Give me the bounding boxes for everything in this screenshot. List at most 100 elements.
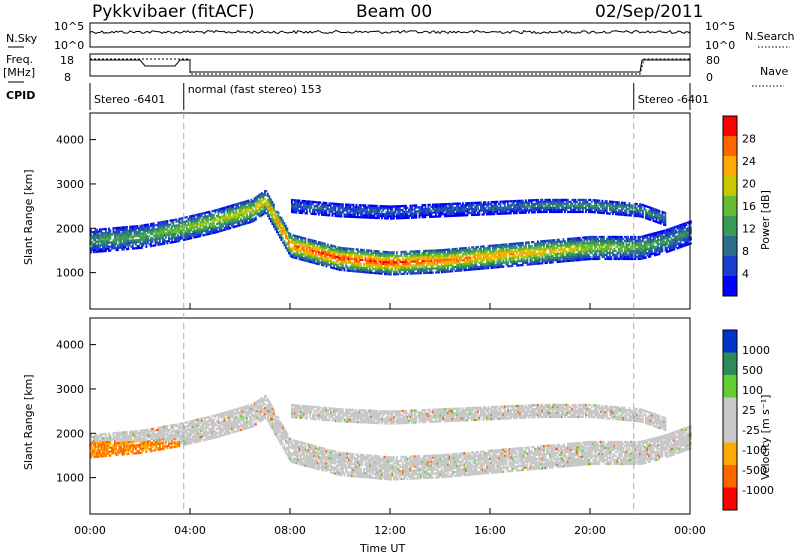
power-cell bbox=[617, 246, 619, 248]
power-cell bbox=[179, 240, 181, 242]
power-cell bbox=[534, 211, 536, 213]
power-cell bbox=[461, 269, 463, 271]
power-cell bbox=[117, 249, 119, 251]
power-cell bbox=[182, 217, 184, 219]
power-cell bbox=[543, 244, 545, 246]
power-cell bbox=[467, 214, 469, 216]
power-cell bbox=[353, 250, 355, 252]
nave-label: Nave bbox=[760, 65, 788, 78]
power-cell bbox=[213, 214, 215, 216]
power-cell bbox=[597, 242, 599, 244]
power-cell bbox=[612, 252, 614, 254]
power-cell bbox=[326, 202, 328, 204]
power-cell bbox=[266, 190, 268, 192]
power-cell bbox=[621, 236, 623, 238]
power-cell bbox=[570, 207, 572, 209]
power-cell bbox=[132, 243, 134, 245]
date-title: 02/Sep/2011 bbox=[595, 2, 703, 22]
power-cell bbox=[105, 250, 107, 252]
power-cell bbox=[335, 245, 337, 247]
nsky-trace bbox=[90, 31, 690, 34]
power-cell bbox=[173, 221, 175, 223]
power-cell bbox=[624, 202, 626, 204]
power-cell bbox=[110, 235, 112, 237]
power-cell bbox=[617, 254, 619, 256]
power-cell bbox=[281, 217, 283, 219]
power-cell bbox=[563, 201, 565, 203]
power-cell bbox=[278, 211, 280, 213]
power-cell bbox=[525, 211, 527, 213]
power-cell bbox=[500, 203, 502, 205]
power-cell bbox=[165, 236, 167, 238]
power-cell bbox=[597, 238, 599, 240]
power-cell bbox=[278, 213, 280, 215]
power-cell bbox=[306, 212, 308, 214]
power-cell bbox=[360, 263, 362, 265]
power-cell bbox=[393, 251, 395, 253]
power-cell bbox=[596, 246, 598, 248]
power-cell bbox=[546, 211, 548, 213]
power-cell bbox=[570, 201, 572, 203]
power-cell bbox=[167, 242, 169, 244]
power-cell bbox=[623, 238, 625, 240]
power-cell bbox=[408, 217, 410, 219]
power-cell bbox=[483, 259, 485, 261]
power-cell bbox=[306, 210, 308, 212]
power-cell bbox=[273, 203, 275, 205]
cpid-segment-label: Stereo -6401 bbox=[94, 93, 165, 106]
power-cell bbox=[483, 213, 485, 215]
power-cell bbox=[152, 241, 154, 243]
power-cell bbox=[606, 210, 608, 212]
power-cell bbox=[326, 212, 328, 214]
power-cell bbox=[360, 265, 362, 267]
power-cell bbox=[576, 201, 578, 203]
power-cell bbox=[159, 239, 161, 241]
power-cell bbox=[552, 205, 554, 207]
freq-unit: [MHz] bbox=[3, 66, 35, 79]
power-cell bbox=[623, 242, 625, 244]
power-cell bbox=[575, 199, 577, 201]
power-cell bbox=[617, 256, 619, 258]
power-cell bbox=[528, 211, 530, 213]
power-cell bbox=[305, 239, 307, 241]
nsearch-label: N.Search bbox=[745, 30, 795, 43]
power-cell bbox=[545, 250, 547, 252]
power-cell bbox=[329, 214, 331, 216]
power-cell bbox=[116, 241, 118, 243]
cpid-segment-label: normal (fast stereo) 153 bbox=[188, 83, 322, 96]
power-cell bbox=[230, 213, 232, 215]
power-cell bbox=[494, 260, 496, 262]
power-cell bbox=[299, 200, 301, 202]
power-cell bbox=[356, 204, 358, 206]
power-cell bbox=[273, 205, 275, 207]
power-cell bbox=[596, 236, 598, 238]
power-cell bbox=[123, 248, 125, 250]
power-cell bbox=[611, 246, 613, 248]
power-cell bbox=[599, 256, 601, 258]
power-cell bbox=[494, 258, 496, 260]
power-cell bbox=[587, 201, 589, 203]
power-cell bbox=[264, 198, 266, 200]
power-cell bbox=[579, 201, 581, 203]
power-cell bbox=[615, 250, 617, 252]
power-cell bbox=[542, 262, 544, 264]
power-cell bbox=[546, 262, 548, 264]
power-cell bbox=[335, 209, 337, 211]
power-cell bbox=[377, 205, 379, 207]
power-cell bbox=[542, 205, 544, 207]
power-cell bbox=[549, 205, 551, 207]
cpid-segment-label: Stereo -6401 bbox=[638, 93, 709, 106]
power-cell bbox=[146, 246, 148, 248]
power-cell bbox=[167, 220, 169, 222]
nave-tick-top: 80 bbox=[706, 54, 720, 67]
power-cell bbox=[599, 258, 601, 260]
power-cell bbox=[224, 211, 226, 213]
power-cell bbox=[200, 235, 202, 237]
power-cell bbox=[282, 237, 284, 239]
power-cell bbox=[614, 240, 616, 242]
power-cell bbox=[614, 244, 616, 246]
power-cell bbox=[146, 244, 148, 246]
power-cell bbox=[621, 240, 623, 242]
power-cell bbox=[575, 209, 577, 211]
